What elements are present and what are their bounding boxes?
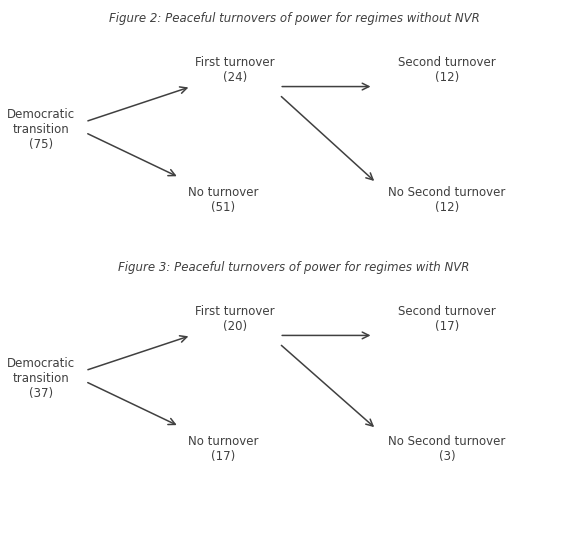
Text: Democratic
transition
(75): Democratic transition (75) — [7, 108, 75, 151]
Text: Second turnover
(12): Second turnover (12) — [398, 56, 496, 84]
Text: First turnover
(24): First turnover (24) — [195, 56, 275, 84]
Text: Democratic
transition
(37): Democratic transition (37) — [7, 357, 75, 400]
Text: No Second turnover
(3): No Second turnover (3) — [388, 435, 506, 463]
Text: Figure 2: Peaceful turnovers of power for regimes without NVR: Figure 2: Peaceful turnovers of power fo… — [109, 12, 479, 25]
Text: Figure 3: Peaceful turnovers of power for regimes with NVR: Figure 3: Peaceful turnovers of power fo… — [118, 261, 470, 274]
Text: No Second turnover
(12): No Second turnover (12) — [388, 186, 506, 214]
Text: No turnover
(17): No turnover (17) — [188, 435, 259, 463]
Text: Second turnover
(17): Second turnover (17) — [398, 305, 496, 333]
Text: First turnover
(20): First turnover (20) — [195, 305, 275, 333]
Text: No turnover
(51): No turnover (51) — [188, 186, 259, 214]
